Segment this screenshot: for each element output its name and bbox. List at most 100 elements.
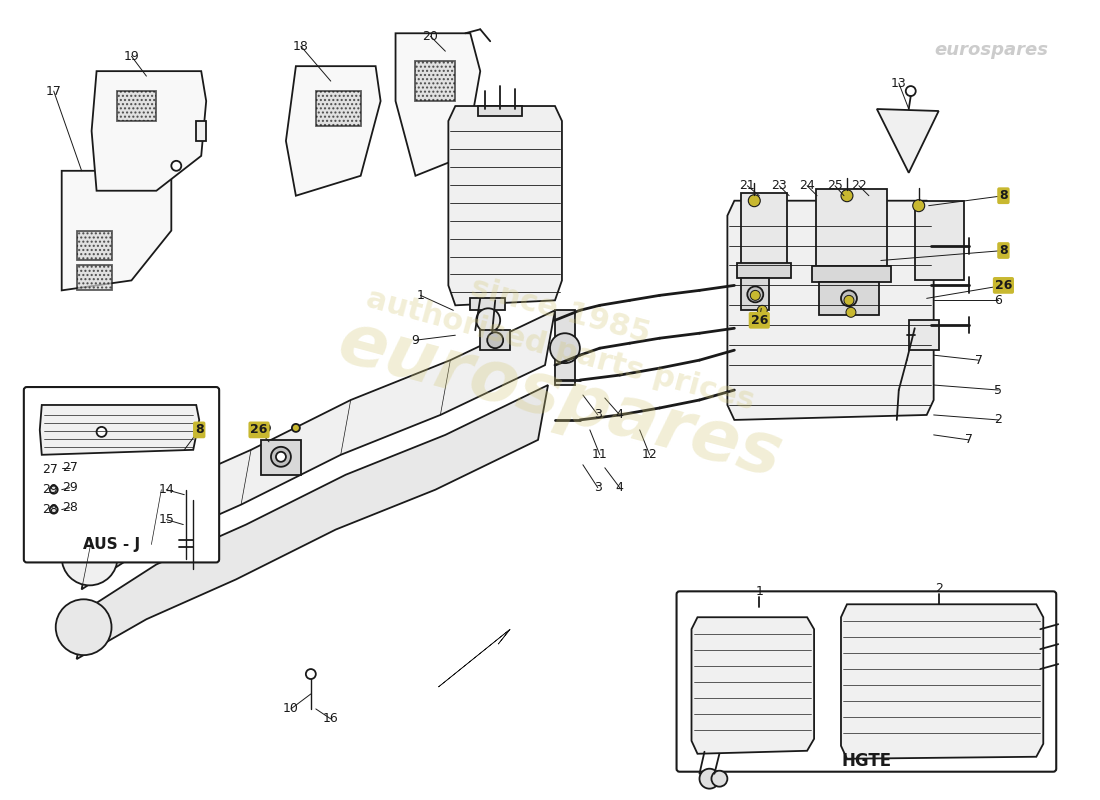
Polygon shape [556,310,575,385]
Text: 25: 25 [827,179,843,192]
Circle shape [748,194,760,206]
Polygon shape [196,121,206,141]
Text: 8: 8 [999,190,1008,202]
Text: 1: 1 [756,585,763,598]
Text: authorised parts prices: authorised parts prices [363,284,757,416]
Text: 14: 14 [158,483,174,496]
Polygon shape [261,440,301,474]
Polygon shape [117,91,156,121]
Text: 12: 12 [641,448,658,462]
Circle shape [262,424,270,432]
Text: eurospares: eurospares [934,42,1048,59]
Circle shape [842,290,857,306]
Polygon shape [816,189,887,269]
Polygon shape [416,61,455,101]
Circle shape [189,494,197,502]
Text: 10: 10 [283,702,299,715]
Polygon shape [877,109,938,173]
Text: 15: 15 [158,513,174,526]
Polygon shape [77,230,111,261]
Circle shape [750,290,760,300]
Circle shape [476,308,501,332]
Circle shape [913,200,925,212]
Circle shape [292,424,300,432]
Text: 19: 19 [123,50,140,62]
Text: 28: 28 [42,503,57,516]
Polygon shape [62,170,172,290]
Text: 27: 27 [62,462,78,474]
Text: 27: 27 [42,463,57,476]
Text: 3: 3 [594,409,602,422]
FancyBboxPatch shape [676,591,1056,772]
Text: 8: 8 [999,244,1008,257]
Circle shape [550,334,580,363]
Text: 23: 23 [771,179,788,192]
Circle shape [276,452,286,462]
Circle shape [306,669,316,679]
Text: 4: 4 [616,409,624,422]
Polygon shape [77,266,111,290]
Text: 29: 29 [42,483,57,496]
Polygon shape [91,71,206,190]
Polygon shape [741,278,769,310]
Polygon shape [727,201,934,420]
Circle shape [905,86,915,96]
Text: 18: 18 [293,40,309,53]
Text: 8: 8 [195,423,204,436]
Polygon shape [812,266,891,282]
Text: 13: 13 [891,77,906,90]
Circle shape [846,307,856,318]
Circle shape [62,530,118,586]
Circle shape [271,447,290,466]
Polygon shape [481,330,510,350]
Text: 26: 26 [994,279,1012,292]
Text: 17: 17 [46,85,62,98]
Text: 16: 16 [323,712,339,726]
Text: 2: 2 [994,414,1002,426]
Text: eurospares: eurospares [330,307,790,493]
Circle shape [842,190,852,202]
Text: 9: 9 [411,334,419,346]
Circle shape [757,306,767,315]
Circle shape [172,161,182,170]
Circle shape [487,332,503,348]
Circle shape [712,770,727,786]
Polygon shape [909,320,938,350]
Polygon shape [842,604,1043,758]
Text: 1: 1 [417,289,425,302]
Polygon shape [81,310,556,590]
Circle shape [97,427,107,437]
Polygon shape [692,618,814,754]
Polygon shape [286,66,381,196]
Text: 26: 26 [750,314,768,326]
Text: 26: 26 [251,423,267,436]
Polygon shape [478,106,522,116]
Text: 11: 11 [592,448,607,462]
Text: 22: 22 [851,179,867,192]
Text: 2: 2 [935,582,943,595]
Polygon shape [396,34,481,176]
Polygon shape [915,201,964,281]
Circle shape [182,482,191,493]
FancyBboxPatch shape [24,387,219,562]
Text: AUS - J: AUS - J [82,537,140,552]
Polygon shape [316,91,361,126]
Text: 24: 24 [800,179,815,192]
Text: 7: 7 [965,434,972,446]
Polygon shape [40,405,199,455]
Circle shape [844,295,854,306]
Circle shape [700,769,719,789]
Text: 28: 28 [62,501,78,514]
Polygon shape [471,298,505,310]
Text: 20: 20 [422,30,439,42]
Circle shape [56,599,111,655]
Text: 29: 29 [62,481,77,494]
Polygon shape [439,630,510,687]
Text: 5: 5 [994,383,1002,397]
Text: 3: 3 [594,481,602,494]
Circle shape [50,506,57,514]
Polygon shape [449,106,562,306]
Text: 6: 6 [994,294,1002,307]
Text: 21: 21 [739,179,756,192]
Polygon shape [737,263,791,278]
